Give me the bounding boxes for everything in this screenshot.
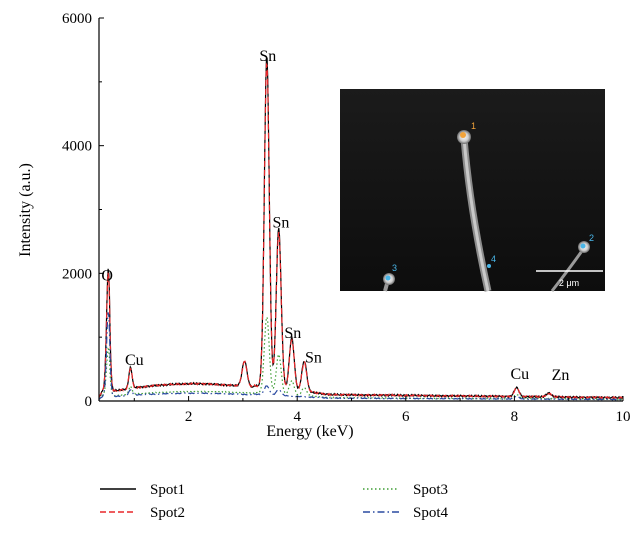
peak-label-7: Zn bbox=[552, 367, 570, 384]
peak-label-0: O bbox=[101, 268, 113, 285]
peak-label-5: Sn bbox=[305, 349, 322, 366]
series-line-spot3 bbox=[98, 316, 624, 401]
spot-marker-3 bbox=[385, 275, 391, 281]
series-layer bbox=[98, 56, 624, 401]
series-line-spot4 bbox=[98, 312, 624, 401]
peak-label-6: Cu bbox=[510, 366, 529, 383]
x-tick-label-0: 2 bbox=[185, 409, 193, 425]
legend-label-spot2: Spot2 bbox=[150, 505, 185, 521]
y-tick-label-2: 4000 bbox=[62, 139, 92, 155]
peak-label-2: Sn bbox=[259, 48, 276, 65]
nanowire-1-highlight bbox=[462, 137, 490, 292]
x-tick-label-4: 10 bbox=[616, 409, 631, 425]
spot-label-4: 4 bbox=[491, 254, 496, 264]
tick-layer: 2 4 6 8 10 0 2000 4000 6000 bbox=[62, 11, 631, 425]
series-line-spot1 bbox=[98, 56, 624, 400]
x-tick-label-3: 8 bbox=[511, 409, 519, 425]
spot-label-3: 3 bbox=[392, 263, 397, 273]
y-tick-label-3: 6000 bbox=[62, 11, 92, 27]
peak-label-3: Sn bbox=[272, 215, 289, 232]
legend-label-spot3: Spot3 bbox=[413, 482, 448, 498]
sem-inset-image: 1 2 3 4 2 μm bbox=[340, 89, 605, 292]
legend-label-spot1: Spot1 bbox=[150, 482, 185, 498]
legend: Spot1 Spot2 Spot3 Spot4 bbox=[100, 482, 449, 521]
spot-label-1: 1 bbox=[471, 121, 476, 131]
series-line-spot2 bbox=[98, 62, 624, 400]
spot-marker-4 bbox=[487, 264, 491, 268]
scale-bar-label: 2 μm bbox=[559, 278, 579, 288]
peak-label-1: Cu bbox=[125, 352, 144, 369]
spot-label-2: 2 bbox=[589, 233, 594, 243]
spot-marker-1 bbox=[460, 132, 466, 138]
y-axis-label: Intensity (a.u.) bbox=[17, 163, 34, 257]
y-tick-label-1: 2000 bbox=[62, 266, 92, 282]
x-tick-label-2: 6 bbox=[402, 409, 410, 425]
x-axis-label: Energy (keV) bbox=[266, 423, 353, 440]
legend-label-spot4: Spot4 bbox=[413, 505, 449, 521]
y-tick-label-0: 0 bbox=[85, 394, 93, 410]
peak-label-4: Sn bbox=[284, 325, 301, 342]
x-tick-label-1: 4 bbox=[293, 409, 301, 425]
spot-marker-2 bbox=[580, 243, 586, 249]
